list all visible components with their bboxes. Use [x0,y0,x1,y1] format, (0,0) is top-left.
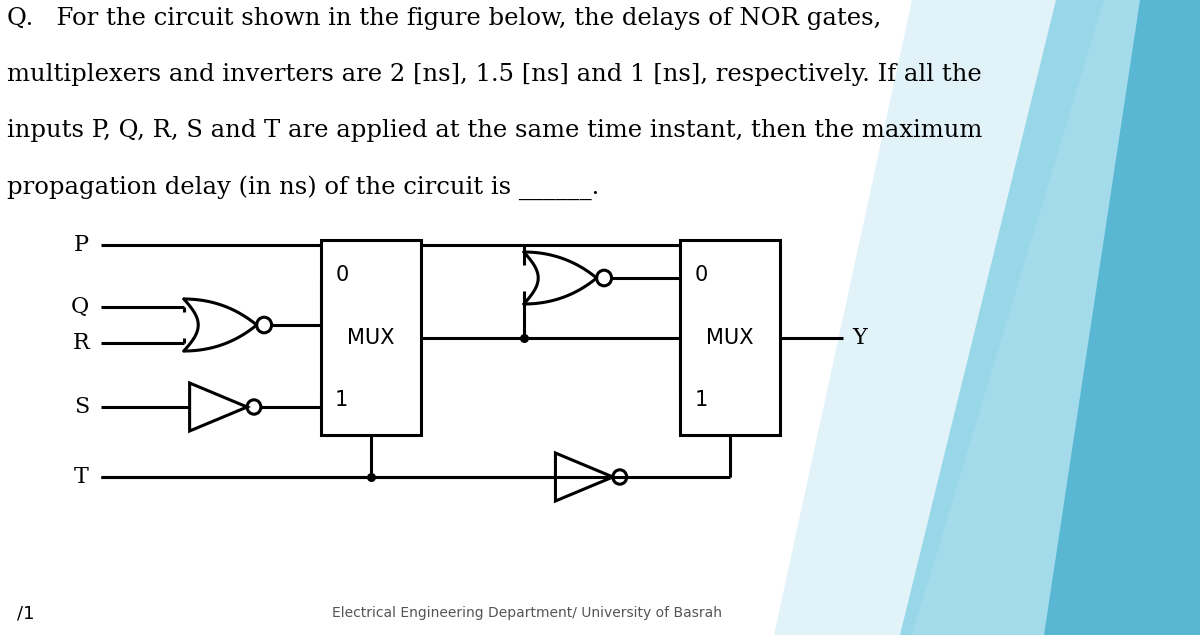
Text: inputs P, Q, R, S and T are applied at the same time instant, then the maximum: inputs P, Q, R, S and T are applied at t… [7,119,982,142]
Bar [680,240,780,435]
Text: MUX: MUX [707,328,754,347]
Text: 0: 0 [695,265,708,285]
Text: propagation delay (in ns) of the circuit is ______.: propagation delay (in ns) of the circuit… [7,175,599,199]
Text: Q: Q [71,296,89,318]
Text: S: S [74,396,89,418]
Bar [320,240,421,435]
Text: MUX: MUX [347,328,395,347]
Text: /1: /1 [17,604,35,622]
Text: 1: 1 [695,390,708,410]
Text: Q.   For the circuit shown in the figure below, the delays of NOR gates,: Q. For the circuit shown in the figure b… [7,7,881,30]
Text: T: T [74,466,89,488]
Text: 1: 1 [335,390,348,410]
Text: 0: 0 [335,265,348,285]
Text: Electrical Engineering Department/ University of Basrah: Electrical Engineering Department/ Unive… [331,606,721,620]
Text: multiplexers and inverters are 2 [ns], 1.5 [ns] and 1 [ns], respectively. If all: multiplexers and inverters are 2 [ns], 1… [7,63,982,86]
Text: Y: Y [852,326,868,349]
Text: P: P [74,234,89,256]
Text: R: R [72,332,89,354]
